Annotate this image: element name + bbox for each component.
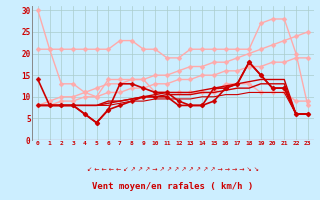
Text: Vent moyen/en rafales ( km/h ): Vent moyen/en rafales ( km/h ) xyxy=(92,182,253,191)
Text: ↙ ← ← ← ← ↙ ↗ ↗ ↗ → ↗ ↗ ↗ ↗ ↗ ↗ ↗ ↗ → → → → ↘ ↘: ↙ ← ← ← ← ↙ ↗ ↗ ↗ → ↗ ↗ ↗ ↗ ↗ ↗ ↗ ↗ → → … xyxy=(87,167,259,172)
